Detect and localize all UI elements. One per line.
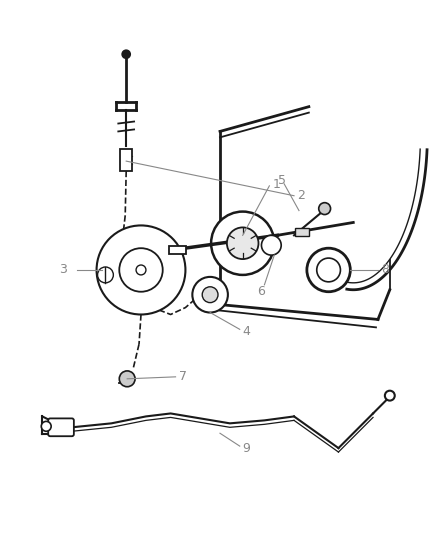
Text: 6: 6 — [258, 285, 265, 298]
Circle shape — [98, 267, 113, 283]
FancyBboxPatch shape — [120, 149, 132, 171]
Circle shape — [192, 277, 228, 312]
Circle shape — [261, 236, 281, 255]
Text: 8: 8 — [381, 263, 389, 277]
Circle shape — [307, 248, 350, 292]
Circle shape — [119, 371, 135, 387]
Text: 1: 1 — [272, 179, 280, 191]
FancyBboxPatch shape — [295, 229, 309, 236]
Text: 7: 7 — [179, 370, 187, 383]
Circle shape — [122, 50, 130, 58]
Text: 5: 5 — [278, 174, 286, 188]
Circle shape — [385, 391, 395, 401]
Text: 3: 3 — [59, 263, 67, 277]
Circle shape — [136, 265, 146, 275]
Circle shape — [317, 258, 340, 282]
Circle shape — [41, 422, 51, 431]
Circle shape — [211, 212, 274, 275]
Text: 4: 4 — [243, 325, 251, 338]
Circle shape — [319, 203, 331, 215]
Circle shape — [227, 228, 258, 259]
Text: 9: 9 — [243, 441, 251, 455]
Circle shape — [96, 225, 185, 314]
FancyBboxPatch shape — [169, 246, 187, 254]
Circle shape — [119, 248, 163, 292]
Text: 2: 2 — [297, 189, 305, 202]
FancyBboxPatch shape — [48, 418, 74, 436]
Circle shape — [202, 287, 218, 303]
